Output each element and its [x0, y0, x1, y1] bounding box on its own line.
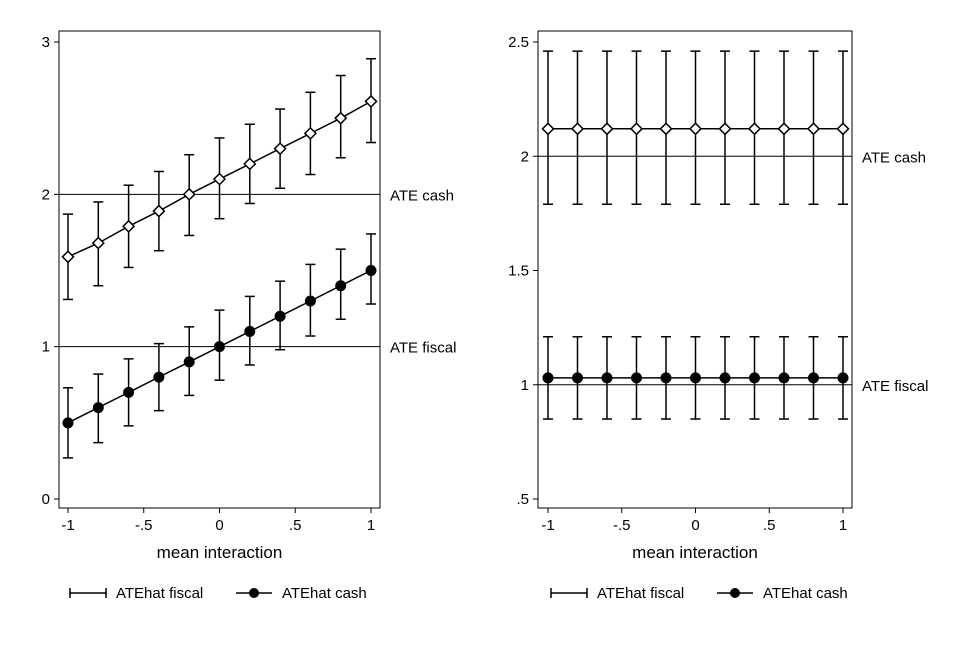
data-point [243, 157, 257, 171]
data-point [244, 325, 256, 337]
legend: ATEhat fiscal ATEhat cash [550, 585, 848, 602]
data-point [92, 402, 104, 414]
y-tick-label: .5 [516, 491, 529, 508]
series-atehat-fiscal [62, 233, 377, 459]
data-point [183, 356, 195, 368]
x-tick-label: 0 [691, 517, 699, 534]
data-point [601, 372, 613, 384]
chart-panel-1: 0 1 2 3 -1 -.5 0 .5 1 mean interaction ATE cash ATE… [42, 30, 456, 602]
data-point [688, 122, 703, 136]
data-point [600, 122, 614, 136]
series-atehat-cash [61, 58, 378, 301]
x-tick-label: 1 [839, 517, 847, 534]
data-point [806, 122, 821, 136]
y-tick-label: 0 [42, 491, 50, 508]
legend-marker-symbol [730, 588, 740, 598]
y-tick-label: 1 [521, 377, 529, 394]
data-point [182, 187, 196, 201]
y-tick-label: 2 [42, 186, 50, 203]
data-point [660, 372, 672, 384]
legend-marker-symbol [249, 588, 259, 598]
data-point [364, 94, 378, 108]
data-point [335, 280, 347, 292]
x-tick-label: -1 [541, 517, 554, 534]
x-tick-label: .5 [763, 517, 776, 534]
y-tick-label: 2 [521, 148, 529, 165]
reference-line-label: ATE fiscal [390, 340, 456, 357]
data-point [572, 372, 583, 384]
data-point [212, 172, 227, 186]
series-atehat-fiscal [542, 336, 849, 420]
data-point [629, 122, 644, 136]
data-point [542, 372, 554, 384]
data-point [719, 372, 731, 384]
data-point [62, 417, 74, 429]
data-point [836, 122, 850, 136]
data-point [304, 295, 316, 307]
data-point [122, 219, 136, 233]
y-tick-label: 3 [42, 34, 50, 51]
data-point [152, 204, 166, 218]
data-point [718, 122, 732, 136]
data-point [274, 310, 286, 322]
x-tick-label: -.5 [613, 517, 631, 534]
data-point [659, 122, 673, 136]
y-tick-label: 1.5 [508, 263, 529, 280]
legend-label: ATEhat fiscal [597, 585, 684, 602]
reference-line-label: ATE fiscal [862, 378, 928, 395]
plot-area-frame [58, 30, 381, 509]
y-tick-label: 2.5 [508, 34, 529, 51]
data-point [541, 122, 555, 136]
data-point [808, 372, 819, 384]
legend: ATEhat fiscal ATEhat cash [69, 585, 367, 602]
data-point [214, 341, 225, 353]
x-tick-label: 0 [215, 517, 223, 534]
data-point [747, 122, 762, 136]
data-point [365, 265, 377, 276]
legend-label: ATEhat fiscal [116, 585, 203, 602]
data-point [837, 372, 849, 384]
data-point [778, 372, 790, 384]
x-tick-label: -.5 [135, 517, 153, 534]
x-axis-title: mean interaction [632, 543, 758, 562]
x-axis-title: mean interaction [157, 543, 283, 562]
x-tick-label: .5 [289, 517, 302, 534]
reference-line-label: ATE cash [390, 187, 454, 204]
x-tick-label: -1 [61, 517, 74, 534]
data-point [631, 372, 642, 384]
legend-label: ATEhat cash [282, 585, 367, 602]
legend-label: ATEhat cash [763, 585, 848, 602]
data-point [690, 372, 701, 384]
data-point [749, 372, 760, 384]
data-point [61, 250, 75, 264]
data-point [123, 386, 135, 398]
data-point [303, 126, 317, 140]
data-point [777, 122, 791, 136]
series-atehat-cash [541, 50, 850, 205]
data-point [153, 371, 165, 383]
reference-line-label: ATE cash [862, 149, 926, 166]
chart-panel-2: .5 1 1.5 2 2.5 -1 -.5 0 .5 1 mean interaction ATE c… [508, 30, 928, 602]
y-tick-label: 1 [42, 339, 50, 356]
data-point [91, 236, 105, 250]
x-tick-label: 1 [367, 517, 375, 534]
data-point [334, 111, 348, 125]
data-point [570, 122, 585, 136]
data-point [273, 142, 287, 156]
